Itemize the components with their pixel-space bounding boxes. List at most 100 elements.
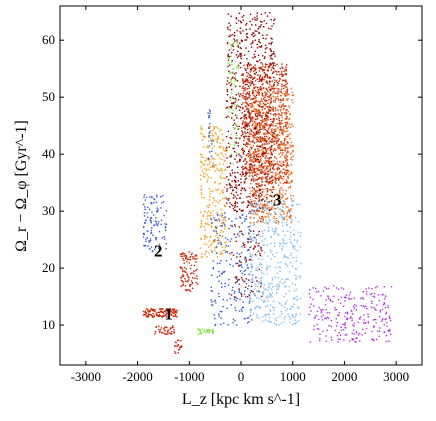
data-point — [259, 110, 261, 112]
data-point — [310, 303, 312, 305]
data-point — [291, 323, 294, 326]
data-point — [261, 208, 264, 210]
data-point — [281, 313, 283, 315]
data-point — [292, 195, 294, 197]
data-point — [233, 209, 236, 212]
data-point — [158, 308, 161, 310]
data-point — [282, 282, 284, 285]
data-point — [329, 300, 332, 302]
data-point — [267, 283, 270, 285]
data-point — [267, 131, 269, 134]
data-point — [269, 167, 271, 169]
data-point — [255, 183, 257, 185]
data-point — [291, 99, 293, 101]
data-point — [245, 174, 247, 177]
data-point — [245, 282, 248, 285]
data-point — [211, 135, 214, 137]
data-point — [258, 161, 260, 163]
data-point — [231, 44, 233, 47]
data-point — [164, 225, 167, 228]
data-point — [209, 244, 212, 247]
data-point — [270, 43, 272, 45]
data-point — [267, 106, 269, 108]
data-point — [202, 135, 205, 138]
data-point — [274, 101, 276, 103]
data-point — [257, 203, 259, 206]
data-point — [251, 263, 253, 266]
data-point — [274, 92, 276, 95]
data-point — [282, 132, 284, 134]
data-point — [371, 300, 373, 303]
data-point — [269, 106, 272, 109]
data-point — [250, 182, 252, 185]
data-point — [294, 274, 296, 276]
data-point — [244, 256, 246, 258]
data-point — [252, 40, 254, 42]
data-point — [284, 243, 286, 245]
data-point — [269, 293, 271, 295]
data-point — [250, 308, 252, 310]
data-point — [281, 75, 283, 77]
data-point — [283, 213, 285, 215]
data-point — [279, 189, 281, 192]
data-point — [273, 160, 275, 162]
data-point — [257, 133, 259, 135]
data-point — [253, 128, 255, 130]
data-point — [282, 133, 284, 136]
data-point — [270, 177, 273, 179]
data-point — [252, 145, 254, 147]
data-point — [290, 198, 292, 200]
data-point — [267, 128, 270, 130]
data-point — [230, 174, 232, 177]
data-point — [167, 329, 169, 331]
data-point — [162, 195, 164, 197]
data-point — [269, 169, 271, 171]
data-point — [269, 81, 271, 83]
data-point — [234, 180, 237, 182]
data-point — [272, 51, 275, 53]
data-point — [168, 312, 171, 314]
data-point — [222, 231, 224, 233]
data-point — [210, 225, 212, 227]
data-point — [260, 24, 262, 26]
data-point — [166, 310, 169, 312]
data-point — [283, 94, 286, 96]
data-point — [268, 159, 270, 161]
data-point — [291, 145, 293, 148]
data-point — [229, 263, 231, 266]
data-point — [241, 123, 244, 125]
data-point — [331, 339, 333, 341]
data-point — [351, 339, 354, 341]
data-point — [237, 137, 240, 139]
data-point — [249, 301, 252, 303]
data-point — [295, 288, 298, 291]
data-point — [263, 72, 265, 74]
data-point — [381, 318, 384, 320]
data-point — [262, 293, 264, 296]
data-point — [274, 156, 276, 158]
data-point — [235, 191, 237, 193]
data-point — [292, 233, 295, 236]
data-point — [280, 85, 283, 88]
data-point — [258, 70, 260, 72]
data-point — [251, 104, 253, 106]
data-point — [242, 19, 245, 21]
data-point — [212, 260, 214, 262]
data-point — [285, 285, 288, 287]
data-point — [275, 157, 278, 160]
data-point — [180, 285, 183, 287]
data-point — [188, 262, 190, 264]
data-point — [252, 236, 255, 239]
data-point — [211, 219, 213, 221]
data-point — [188, 289, 191, 291]
data-point — [279, 182, 281, 184]
data-point — [374, 318, 376, 321]
data-point — [286, 224, 288, 226]
data-point — [252, 203, 254, 206]
data-point — [355, 305, 358, 307]
data-point — [246, 83, 248, 86]
data-point — [246, 58, 248, 60]
data-point — [213, 300, 215, 302]
data-point — [254, 211, 257, 213]
data-point — [167, 313, 170, 315]
